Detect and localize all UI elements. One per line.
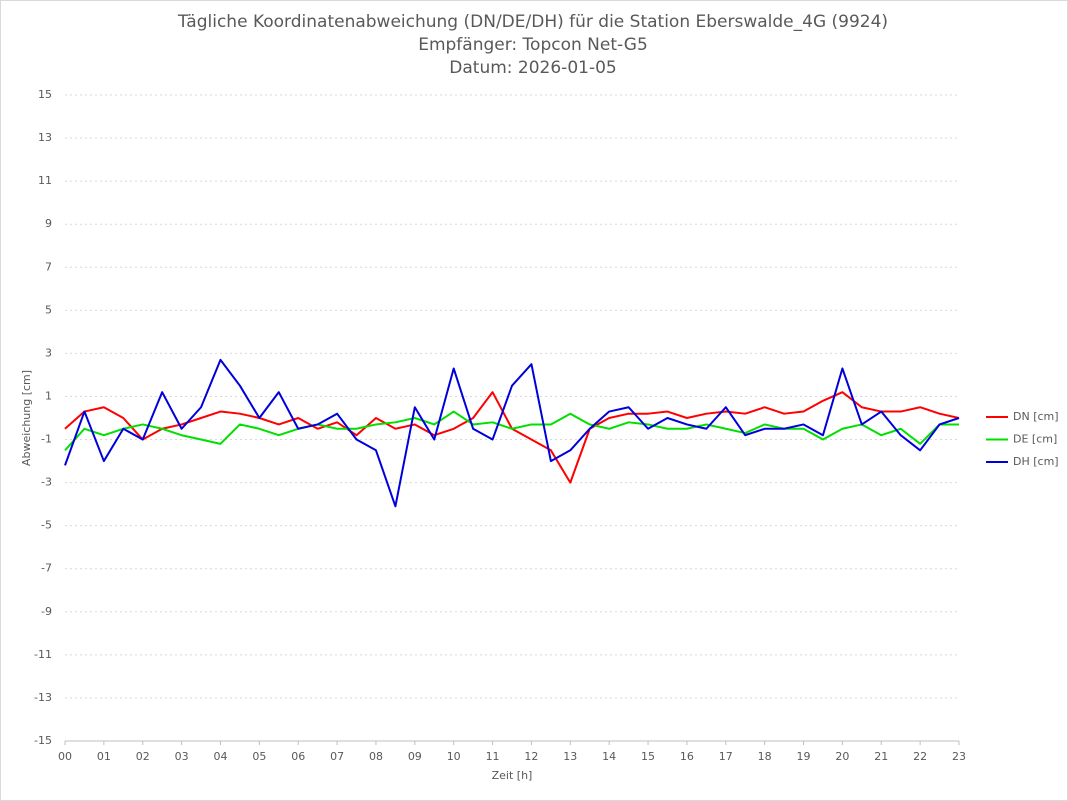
- x-tick-label: 23: [952, 750, 966, 763]
- legend-label: DE [cm]: [1013, 433, 1057, 446]
- x-tick-label: 15: [641, 750, 655, 763]
- data-line: [64, 410, 959, 451]
- y-tick-label: -15: [34, 734, 52, 747]
- y-tick-label: 11: [38, 174, 52, 187]
- y-tick-label: 1: [45, 389, 52, 402]
- y-tick-label: -13: [34, 691, 52, 704]
- x-tick-label: 05: [252, 750, 266, 763]
- x-tick-label: 13: [563, 750, 577, 763]
- x-tick-label: 02: [136, 750, 150, 763]
- y-tick-label: 3: [45, 346, 52, 359]
- x-tick-label: 19: [797, 750, 811, 763]
- y-tick-label: -7: [41, 562, 52, 575]
- y-tick-label: -9: [41, 605, 52, 618]
- x-tick-label: 00: [58, 750, 72, 763]
- x-tick-label: 21: [874, 750, 888, 763]
- x-tick-label: 10: [447, 750, 461, 763]
- legend-label: DH [cm]: [1013, 455, 1059, 468]
- x-tick-label: 22: [913, 750, 927, 763]
- legend-label: DN [cm]: [1013, 410, 1059, 423]
- x-tick-label: 17: [719, 750, 733, 763]
- y-axis-label: Abweichung [cm]: [20, 370, 33, 466]
- y-tick-label: -11: [34, 648, 52, 661]
- x-tick-label: 09: [408, 750, 422, 763]
- y-tick-label: 15: [38, 88, 52, 101]
- chart-date: Datum: 2026-01-05: [449, 58, 616, 78]
- chart-subtitle: Empfänger: Topcon Net-G5: [418, 35, 648, 55]
- chart-title: Tägliche Koordinatenabweichung (DN/DE/DH…: [177, 12, 888, 32]
- x-tick-label: 08: [369, 750, 383, 763]
- x-tick-label: 01: [97, 750, 111, 763]
- x-tick-label: 20: [835, 750, 849, 763]
- x-tick-label: 04: [213, 750, 227, 763]
- x-tick-label: 03: [175, 750, 189, 763]
- x-tick-label: 14: [602, 750, 616, 763]
- x-tick-label: 07: [330, 750, 344, 763]
- x-tick-label: 06: [291, 750, 305, 763]
- y-tick-label: 5: [45, 303, 52, 316]
- x-axis-label: Zeit [h]: [492, 769, 533, 782]
- x-tick-label: 16: [680, 750, 694, 763]
- y-tick-label: -5: [41, 519, 52, 532]
- data-line: [64, 358, 960, 508]
- y-tick-label: 7: [45, 260, 52, 273]
- x-tick-label: 18: [758, 750, 772, 763]
- y-tick-label: -3: [41, 476, 52, 489]
- x-tick-label: 11: [486, 750, 500, 763]
- x-tick-label: 12: [524, 750, 538, 763]
- y-tick-label: -1: [41, 433, 52, 446]
- y-tick-label: 9: [45, 217, 52, 230]
- y-tick-label: 13: [38, 131, 52, 144]
